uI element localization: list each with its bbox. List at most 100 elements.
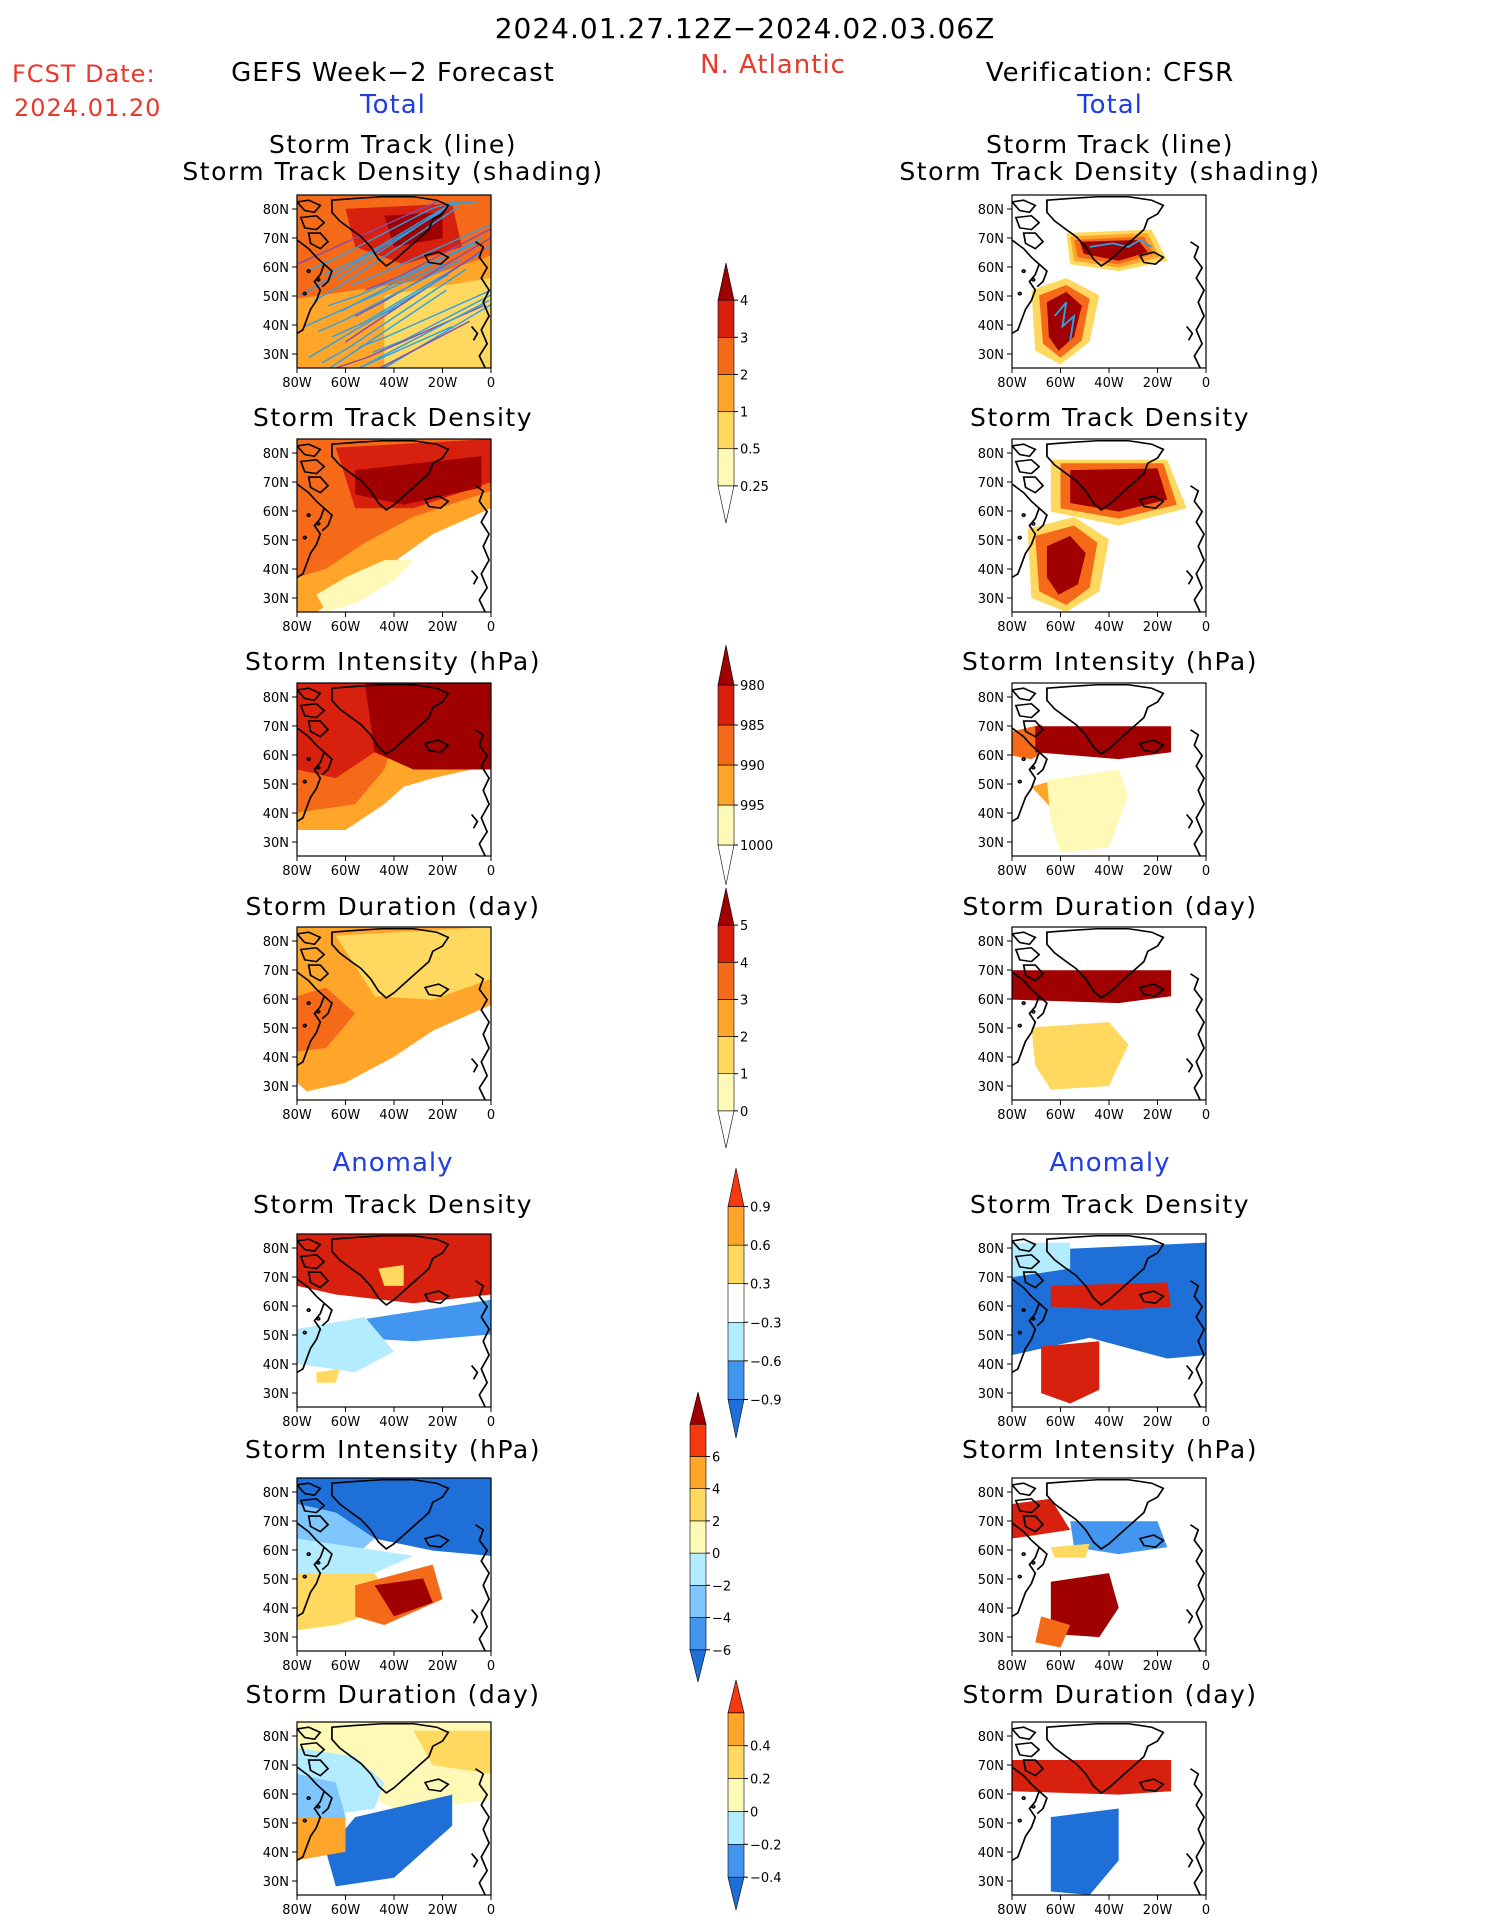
lon-tick-label: 20W (1143, 376, 1173, 391)
lat-tick-label: 40N (263, 807, 289, 822)
forecast-anom-density-map: 80N 70N 60N 50N 40N 30N 80W 60W 40W 20W 0 (263, 1233, 495, 1430)
verification-duration-map: 80N 70N 60N 50N 40N 30N 80W 60W 40W 20W 0 (978, 926, 1210, 1123)
title-anom-intensity: Storm Intensity (hPa) (245, 1435, 541, 1464)
lon-tick-label: 0 (487, 1415, 495, 1430)
lon-tick-label: 0 (487, 620, 495, 635)
shaded-region (297, 1317, 394, 1373)
shaded-region (1050, 1573, 1119, 1638)
shaded-region (326, 1794, 453, 1887)
colorbar-segment (717, 262, 735, 301)
colorbar-label: 0.9 (750, 1201, 771, 1216)
lon-tick-label: 0 (1202, 1659, 1210, 1674)
shaded-region (316, 560, 414, 612)
forecast-anom-intensity-map: 80N 70N 60N 50N 40N 30N 80W 60W 40W 20W 0 (263, 1477, 495, 1674)
storm-track-line (314, 206, 459, 302)
lat-tick-label: 50N (978, 1817, 1004, 1832)
lat-tick-label: 70N (263, 232, 289, 247)
lat-tick-label: 70N (263, 1759, 289, 1774)
colorbar-label: 0.4 (750, 1740, 771, 1755)
lat-tick-label: 80N (978, 447, 1004, 462)
colorbar-label: 0 (750, 1805, 758, 1820)
forecast-track-line-map: 80N 70N 60N 50N 40N 30N 80W 60W 40W 20W 0 (263, 194, 495, 391)
colorbar-segment (717, 924, 735, 963)
lat-tick-label: 80N (263, 691, 289, 706)
lat-tick-label: 70N (263, 964, 289, 979)
lat-tick-label: 60N (263, 993, 289, 1008)
storm-track-line (337, 201, 478, 281)
lat-tick-label: 30N (978, 1875, 1004, 1890)
lat-tick-label: 80N (978, 935, 1004, 950)
shaded-region (1046, 535, 1086, 595)
lat-tick-label: 50N (978, 778, 1004, 793)
colorbar-segment (689, 1649, 707, 1683)
storm-track-line (310, 201, 455, 271)
colorbar-label: 0.3 (750, 1278, 771, 1293)
lon-tick-label: 80W (997, 376, 1027, 391)
lon-tick-label: 0 (487, 864, 495, 879)
lon-tick-label: 80W (282, 376, 312, 391)
lon-tick-label: 0 (1202, 620, 1210, 635)
lat-tick-label: 40N (263, 1051, 289, 1066)
colorbar-label: 0.25 (740, 480, 769, 495)
storm-track-line (381, 303, 491, 368)
lat-tick-label: 30N (978, 348, 1004, 363)
shaded-region (1046, 291, 1082, 351)
lon-tick-label: 40W (379, 1415, 409, 1430)
lon-tick-label: 60W (1046, 376, 1076, 391)
colorbar-label: 0 (712, 1547, 720, 1562)
lon-tick-label: 60W (331, 864, 361, 879)
storm-track-line (372, 294, 491, 354)
colorbar-segment (727, 1843, 745, 1878)
forecast-duration-map: 80N 70N 60N 50N 40N 30N 80W 60W 40W 20W 0 (263, 926, 495, 1123)
storm-track-line (321, 268, 467, 364)
lon-tick-label: 0 (487, 1108, 495, 1123)
colorbar-label: 985 (740, 719, 765, 734)
lat-tick-label: 50N (263, 534, 289, 549)
lat-tick-label: 30N (978, 1387, 1004, 1402)
lat-tick-label: 30N (263, 592, 289, 607)
storm-track-line (354, 236, 491, 317)
lon-tick-label: 20W (1143, 864, 1173, 879)
title-track-density-shading-right: Storm Track Density (shading) (899, 157, 1321, 186)
lat-tick-label: 30N (978, 1631, 1004, 1646)
lat-tick-label: 60N (978, 1300, 1004, 1315)
lat-tick-label: 60N (263, 1544, 289, 1559)
colorbar-segment (717, 804, 735, 846)
verification-anom-duration-map: 80N 70N 60N 50N 40N 30N 80W 60W 40W 20W 0 (978, 1721, 1210, 1918)
lon-tick-label: 20W (428, 376, 458, 391)
colorbar-anom-duration: −0.4 −0.2 0 0.2 0.4 (727, 1679, 782, 1911)
lon-tick-label: 20W (428, 1903, 458, 1918)
colorbar-label: −0.9 (750, 1393, 782, 1408)
lat-tick-label: 50N (263, 1329, 289, 1344)
colorbar-segment (689, 1488, 707, 1522)
colorbar-segment (717, 887, 735, 926)
title-density: Storm Track Density (252, 403, 534, 432)
lat-tick-label: 50N (978, 1022, 1004, 1037)
lat-tick-label: 80N (978, 203, 1004, 218)
verification-density-map: 80N 70N 60N 50N 40N 30N 80W 60W 40W 20W 0 (978, 438, 1210, 635)
storm-track-line (1053, 301, 1076, 341)
lat-tick-label: 70N (978, 720, 1004, 735)
lon-tick-label: 80W (997, 864, 1027, 879)
lon-tick-label: 40W (379, 620, 409, 635)
colorbar-segment (717, 1036, 735, 1075)
lat-tick-label: 80N (263, 935, 289, 950)
colorbar-label: 0.5 (740, 443, 761, 458)
lon-tick-label: 40W (379, 864, 409, 879)
lat-tick-label: 60N (978, 261, 1004, 276)
colorbar-anom-intensity: −6 −4 −2 0 2 4 6 (689, 1391, 731, 1683)
lat-tick-label: 80N (263, 1486, 289, 1501)
right-column-title: Verification: CFSR (985, 58, 1235, 88)
left-column-title: GEFS Week−2 Forecast (231, 58, 555, 88)
shaded-region (1050, 1282, 1172, 1311)
colorbar-label: 3 (740, 993, 748, 1008)
lat-tick-label: 80N (263, 1730, 289, 1745)
colorbar-label: 990 (740, 759, 765, 774)
colorbar-segment (689, 1617, 707, 1651)
title-intensity: Storm Intensity (hPa) (245, 647, 541, 676)
lon-tick-label: 80W (282, 1415, 312, 1430)
colorbar-label: 1 (740, 406, 748, 421)
lon-tick-label: 20W (1143, 1108, 1173, 1123)
lon-tick-label: 60W (331, 1659, 361, 1674)
